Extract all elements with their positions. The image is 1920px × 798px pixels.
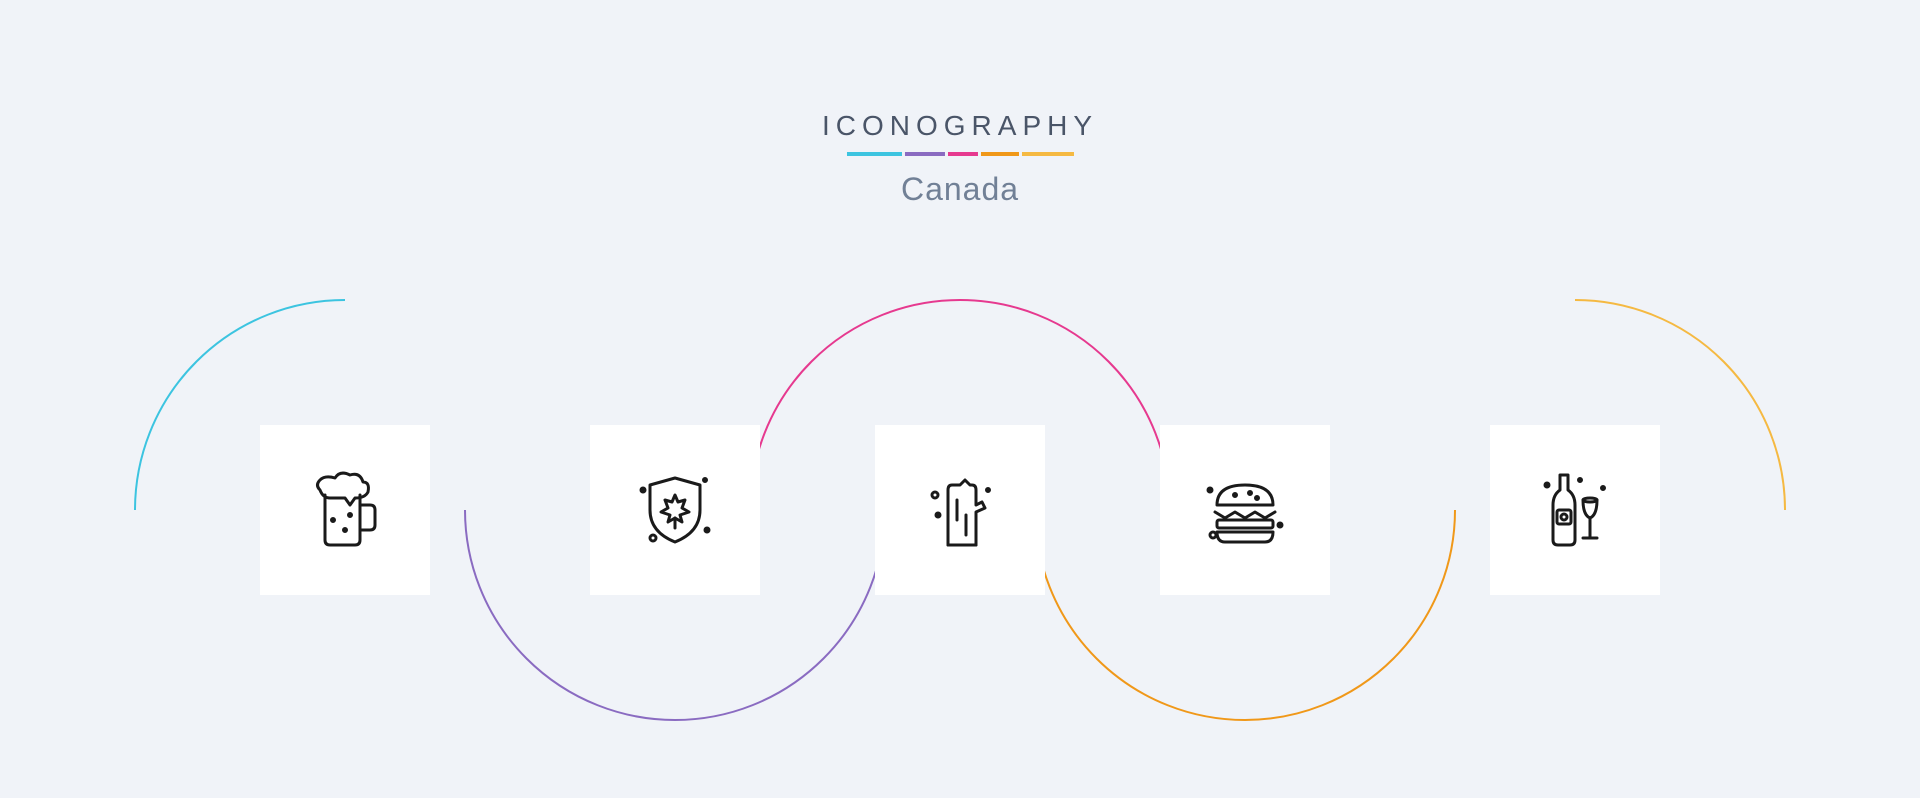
beer-mug-icon [260, 425, 430, 595]
shield-leaf-icon [590, 425, 760, 595]
wine-bottle-icon [1490, 425, 1660, 595]
wave-paths [0, 0, 1920, 798]
wood-log-icon [875, 425, 1045, 595]
burger-icon [1160, 425, 1330, 595]
